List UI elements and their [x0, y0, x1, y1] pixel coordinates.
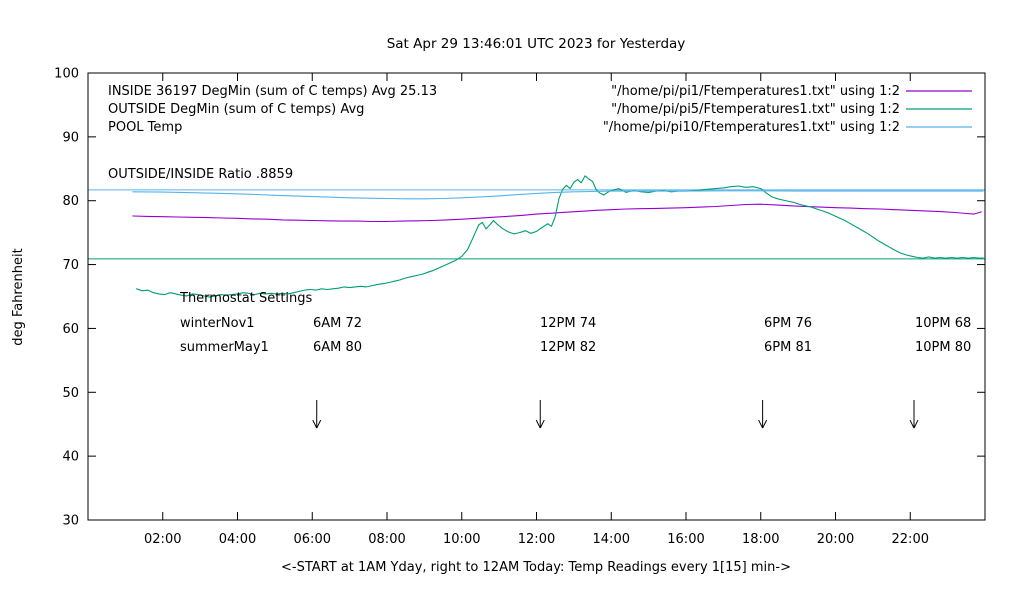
- thermostat-summer-12pm: 12PM 82: [540, 340, 596, 355]
- x-tick-label: 14:00: [593, 532, 630, 547]
- thermostat-winter-name: winterNov1: [180, 316, 255, 331]
- arrow-head: [913, 419, 919, 429]
- y-tick-label: 50: [62, 386, 79, 401]
- x-tick-label: 20:00: [817, 532, 854, 547]
- x-tick-label: 16:00: [667, 532, 704, 547]
- thermostat-winter-10pm: 10PM 68: [915, 316, 971, 331]
- thermostat-summer-name: summerMay1: [180, 340, 269, 355]
- legend-file-pool: "/home/pi/pi10/Ftemperatures1.txt" using…: [603, 120, 900, 135]
- x-tick-label: 12:00: [518, 532, 555, 547]
- thermostat-summer-6pm: 6PM 81: [764, 340, 812, 355]
- x-tick-label: 06:00: [294, 532, 331, 547]
- axes-group: 02:00 04:00 06:00 08:00 10:00 12:00 14:00 16:00…: [54, 67, 986, 547]
- legend-label-outside: OUTSIDE DegMin (sum of C temps) Avg: [108, 102, 364, 117]
- arrow-head: [316, 419, 322, 429]
- thermostat-summer-6am: 6AM 80: [313, 340, 362, 355]
- thermostat-winter-6pm: 6PM 76: [764, 316, 812, 331]
- legend-file-inside: "/home/pi/pi1/Ftemperatures1.txt" using …: [611, 84, 900, 99]
- pool-series-line: [132, 190, 984, 200]
- y-tick-label: 90: [62, 130, 79, 145]
- x-tick-label: 18:00: [742, 532, 779, 547]
- y-tick-label: 30: [62, 514, 79, 529]
- thermostat-winter-6am: 6AM 72: [313, 316, 362, 331]
- x-tick-label: 22:00: [892, 532, 929, 547]
- thermostat-time-arrows-group: [312, 399, 919, 429]
- arrow-head: [758, 419, 764, 429]
- x-tick-label: 02:00: [144, 532, 181, 547]
- thermostat-settings-title: Thermostat Settings: [179, 291, 313, 306]
- arrow-head: [762, 419, 768, 429]
- legend-line-samples-group: [906, 90, 972, 128]
- outside-series-line: [136, 175, 984, 298]
- legend-label-inside: INSIDE 36197 DegMin (sum of C temps) Avg…: [108, 84, 437, 99]
- y-tick-label: 60: [62, 322, 79, 337]
- reference-lines-group: [88, 189, 985, 260]
- x-axis-label: <-START at 1AM Yday, right to 12AM Today…: [281, 560, 791, 575]
- chart-title: Sat Apr 29 13:46:01 UTC 2023 for Yesterd…: [387, 36, 686, 52]
- thermostat-winter-12pm: 12PM 74: [540, 316, 596, 331]
- x-tick-label: 04:00: [219, 532, 256, 547]
- y-tick-label: 100: [54, 67, 79, 82]
- x-tick-label: 10:00: [443, 532, 480, 547]
- legend-label-pool: POOL Temp: [108, 120, 182, 135]
- series-lines-group: [132, 175, 984, 298]
- arrow-head: [539, 419, 545, 429]
- x-tick-label: 08:00: [368, 532, 405, 547]
- y-tick-label: 80: [62, 194, 79, 209]
- legend-file-outside: "/home/pi/pi5/Ftemperatures1.txt" using …: [611, 102, 900, 117]
- y-axis-label: deg Fahrenheit: [11, 248, 26, 345]
- y-tick-label: 70: [62, 258, 79, 273]
- inside-series-line: [132, 203, 982, 223]
- arrow-head: [909, 419, 915, 429]
- thermostat-summer-10pm: 10PM 80: [915, 340, 971, 355]
- arrow-head: [535, 419, 541, 429]
- arrow-head: [312, 419, 318, 429]
- outside-inside-ratio: OUTSIDE/INSIDE Ratio .8859: [108, 167, 293, 182]
- y-tick-label: 40: [62, 450, 79, 465]
